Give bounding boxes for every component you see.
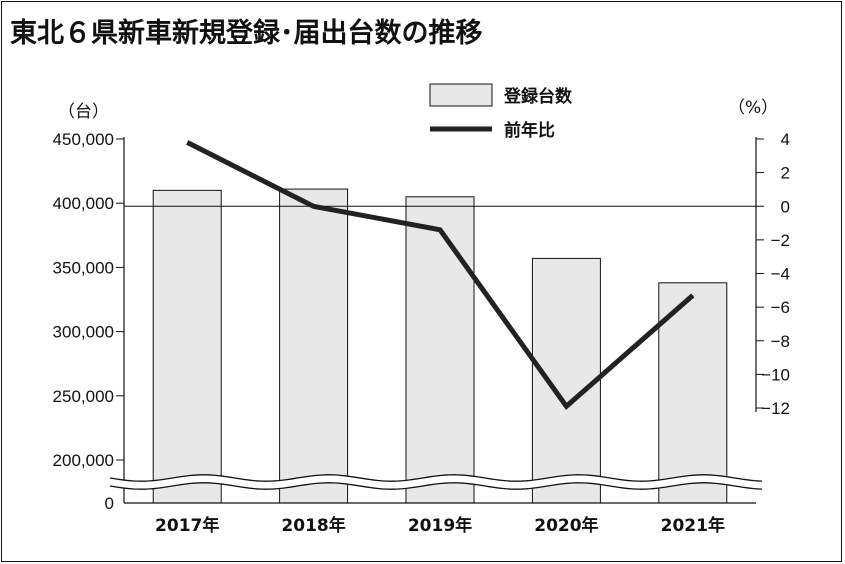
x-tick-label: 2017年 <box>155 515 219 536</box>
bar <box>405 196 475 504</box>
right-axis-unit: （%） <box>728 98 778 118</box>
left-tick-label: 450,000 <box>53 130 114 149</box>
right-tick-label: 4 <box>781 130 790 149</box>
right-tick-label: −12 <box>761 399 790 418</box>
left-zero-label: 0 <box>105 494 114 513</box>
x-tick-label: 2020年 <box>534 515 598 536</box>
legend-line-label: 前年比 <box>504 120 555 141</box>
bar <box>279 188 349 504</box>
right-tick-label: −2 <box>771 231 790 250</box>
right-tick-label: −8 <box>771 332 790 351</box>
left-tick-label: 200,000 <box>53 451 114 470</box>
axis-break-wave <box>109 482 763 490</box>
right-tick-label: 0 <box>781 197 790 216</box>
bar <box>152 189 222 504</box>
right-tick-label: −6 <box>771 298 790 317</box>
axis-break-band <box>110 474 762 490</box>
yoy-line <box>186 140 695 410</box>
legend-bar-swatch <box>429 83 493 107</box>
chart-title: 東北６県新車新規登録･届出台数の推移 <box>10 17 483 49</box>
x-tick-label: 2018年 <box>281 515 345 536</box>
right-tick-label: −4 <box>771 265 790 284</box>
bar <box>658 282 728 504</box>
right-tick-label: 2 <box>781 164 790 183</box>
legend-bar-label: 登録台数 <box>503 86 573 107</box>
left-axis-unit: （台） <box>58 102 109 122</box>
left-tick-label: 400,000 <box>53 194 114 213</box>
x-tick-label: 2021年 <box>661 515 725 536</box>
left-tick-label: 300,000 <box>53 323 114 342</box>
left-tick-label: 250,000 <box>53 387 114 406</box>
axis-break-wave <box>109 474 763 482</box>
bar <box>531 257 601 504</box>
right-tick-label: −10 <box>761 365 790 384</box>
left-tick-label: 350,000 <box>53 258 114 277</box>
x-tick-label: 2019年 <box>408 515 472 536</box>
